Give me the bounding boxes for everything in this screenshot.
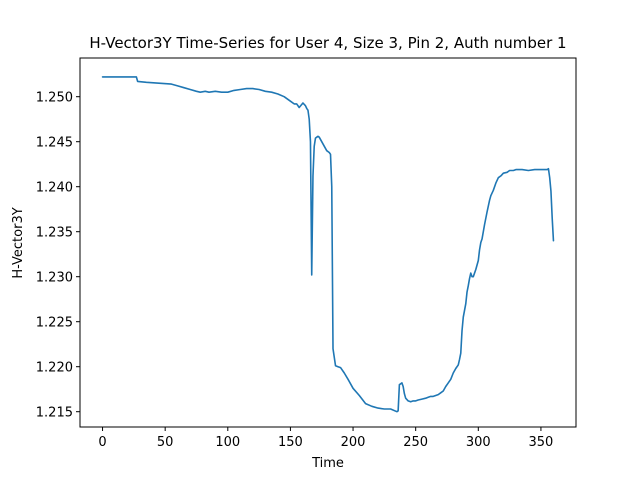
x-tick-label: 100 [215, 435, 240, 450]
y-tick-label: 1.245 [36, 136, 73, 151]
x-axis-ticks: 0 50 100 150 200 250 300 350 [98, 427, 553, 450]
y-tick-label: 1.240 [36, 181, 73, 196]
y-tick-label: 1.230 [36, 271, 73, 286]
x-tick-label: 200 [341, 435, 366, 450]
x-tick-label: 150 [278, 435, 303, 450]
plot-lines [101, 76, 555, 413]
x-axis-label: Time [311, 456, 344, 471]
y-tick-label: 1.235 [36, 226, 73, 241]
y-tick-label: 1.215 [36, 406, 73, 421]
y-axis-label: H-Vector3Y [11, 207, 26, 278]
x-tick-label: 300 [466, 435, 491, 450]
chart-title: H-Vector3Y Time-Series for User 4, Size … [89, 34, 566, 52]
y-tick-label: 1.250 [36, 91, 73, 106]
x-tick-label: 0 [98, 435, 106, 450]
x-tick-label: 50 [157, 435, 174, 450]
y-axis-ticks: 1.215 1.220 1.225 1.230 1.235 1.240 1.245 1.250 [36, 91, 80, 421]
y-tick-label: 1.220 [36, 361, 73, 376]
series-line [101, 76, 555, 413]
plot-area-frame [79, 57, 577, 428]
x-tick-label: 250 [403, 435, 428, 450]
y-tick-label: 1.225 [36, 316, 73, 331]
x-tick-label: 350 [529, 435, 554, 450]
